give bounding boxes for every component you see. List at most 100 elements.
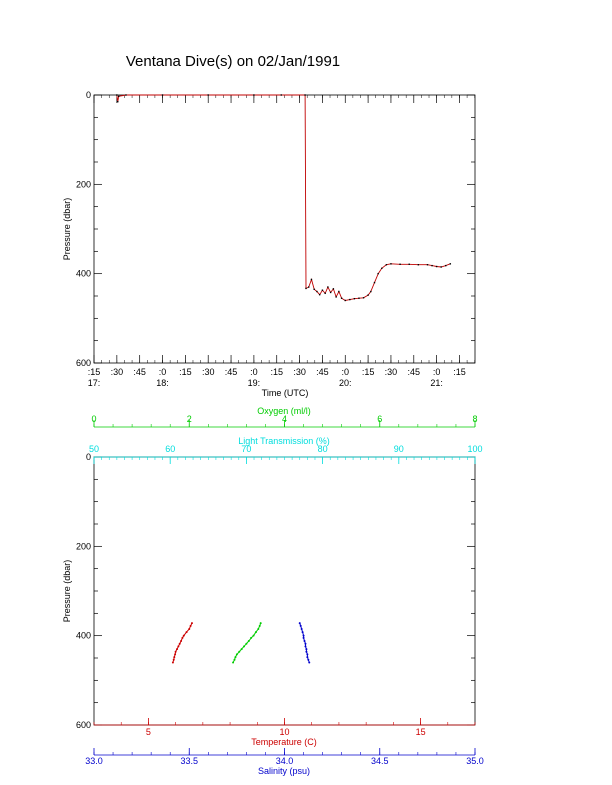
y-tick-label: 600 — [76, 358, 91, 368]
salinity-point — [302, 636, 305, 639]
x-tick-label-minute: :0 — [159, 367, 167, 377]
temperature-point — [171, 661, 174, 664]
tick-label: 33.0 — [85, 756, 103, 766]
pressure-point — [321, 289, 324, 291]
tick-label: 70 — [241, 444, 251, 454]
x-tick-label-hour: 20: — [339, 378, 352, 388]
pressure-point — [207, 94, 209, 96]
salinity-point — [305, 648, 308, 651]
x-tick-label-minute: :30 — [202, 367, 215, 377]
oxygen-point — [247, 640, 250, 643]
y-tick-label: 200 — [76, 179, 91, 189]
x-tick-label-minute: :0 — [250, 367, 258, 377]
salinity-point — [300, 627, 303, 630]
pressure-point — [399, 263, 401, 265]
pressure-point — [445, 264, 447, 267]
x-tick-label-minute: :30 — [385, 367, 398, 377]
pressure-point — [373, 281, 376, 284]
temperature-axis-label: Temperature (C) — [251, 737, 317, 747]
tick-label: 50 — [89, 444, 99, 454]
tick-label: 100 — [467, 444, 482, 454]
y-tick-label: 600 — [76, 720, 91, 730]
oxygen-point — [233, 658, 236, 661]
y-tick-label: 0 — [86, 452, 91, 462]
x-tick-label-minute: :0 — [433, 367, 441, 377]
pressure-time-xlabel: Time (UTC) — [262, 388, 309, 398]
x-tick-label-minute: :15 — [88, 367, 101, 377]
temperature-point — [190, 622, 193, 625]
pressure-point — [335, 296, 337, 298]
y-tick-label: 400 — [76, 631, 91, 641]
pressure-point — [340, 297, 343, 299]
x-tick-label-minute: :30 — [111, 367, 124, 377]
tick-label: 0 — [91, 414, 96, 424]
light-axis-label: Light Transmission (%) — [238, 436, 330, 446]
temperature-point — [177, 645, 180, 648]
oxygen-point — [234, 656, 237, 659]
tick-label: 60 — [165, 444, 175, 454]
pressure-point — [310, 278, 313, 281]
pressure-point — [117, 101, 119, 103]
profile-frame — [93, 456, 476, 726]
oxygen-axis-label: Oxygen (ml/l) — [257, 406, 311, 416]
tick-label: 6 — [377, 414, 382, 424]
tick-label: 2 — [187, 414, 192, 424]
pressure-point — [385, 264, 388, 266]
pressure-point — [116, 94, 118, 96]
oxygen-point — [235, 653, 238, 656]
page-title: Ventana Dive(s) on 02/Jan/1991 — [126, 53, 340, 70]
pressure-point — [349, 298, 351, 301]
tick-label: 5 — [146, 727, 151, 737]
pressure-point — [332, 288, 335, 290]
temperature-point — [180, 640, 183, 643]
pressure-point — [370, 290, 372, 293]
salinity-point — [307, 658, 310, 661]
pressure-time-ylabel: Pressure (dbar) — [62, 198, 72, 261]
pressure-point — [318, 293, 321, 296]
oxygen-point — [250, 636, 253, 639]
pressure-point — [344, 299, 346, 302]
pressure-point — [408, 263, 410, 265]
salinity-point — [304, 645, 307, 648]
temperature-point — [172, 658, 175, 661]
tick-label: 80 — [318, 444, 328, 454]
oxygen-axis: 0 2 4 6 8 — [91, 414, 478, 428]
oxygen-point — [232, 661, 235, 664]
salinity-point — [302, 634, 305, 637]
light-transmission-axis: 50 60 70 80 90 100 — [89, 444, 483, 464]
oxygen-point — [252, 634, 255, 637]
temperature-point — [174, 650, 177, 653]
pressure-point — [316, 290, 318, 293]
salinity-point — [301, 631, 304, 634]
pressure-time-x-axis: :1517::30:45:018::15:30:45:019::15:30:45… — [88, 95, 475, 388]
y-tick-label: 400 — [76, 269, 91, 279]
oxygen-point — [245, 642, 248, 645]
tick-label: 4 — [282, 414, 287, 424]
temperature-point — [178, 642, 181, 645]
pressure-time-series — [116, 94, 452, 302]
salinity-axis-label: Salinity (psu) — [258, 766, 310, 776]
profile-chart: 0 200 400 600 0 2 4 6 8 50 60 70 80 90 100 5 10 15 33.… — [62, 406, 484, 776]
pressure-point — [440, 266, 442, 268]
pressure-point — [390, 263, 392, 265]
salinity-point — [305, 650, 308, 653]
pressure-point — [431, 264, 433, 267]
temperature-point — [181, 636, 184, 639]
salinity-point — [306, 656, 309, 659]
temperature-point — [185, 631, 188, 634]
x-tick-label-minute: :45 — [133, 367, 146, 377]
salinity-point — [299, 624, 302, 627]
pressure-point — [435, 265, 438, 268]
oxygen-point — [254, 631, 257, 634]
temperature-point — [188, 627, 191, 630]
pressure-point — [305, 287, 307, 290]
profile-ylabel: Pressure (dbar) — [62, 560, 72, 623]
pressure-time-y-axis: 0 200 400 600 — [76, 90, 475, 368]
salinity-point — [304, 642, 307, 645]
pressure-time-frame — [93, 94, 476, 364]
temperature-point — [182, 634, 185, 637]
x-tick-label-minute: :45 — [225, 367, 238, 377]
pressure-point — [367, 294, 369, 296]
x-tick-label-minute: :30 — [293, 367, 306, 377]
pressure-point — [362, 297, 365, 299]
